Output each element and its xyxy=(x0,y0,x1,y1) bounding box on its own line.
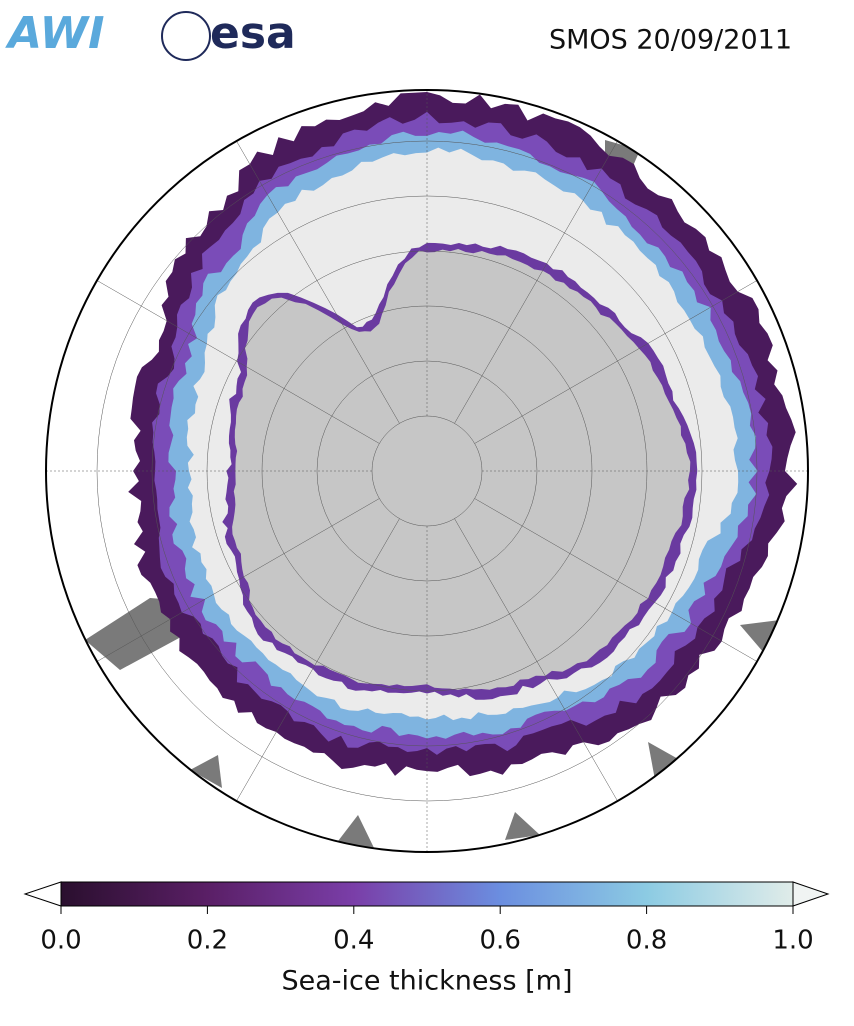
graticule xyxy=(316,360,538,582)
graticule xyxy=(474,270,774,444)
awi-logo: AWI xyxy=(5,8,105,59)
graticule xyxy=(454,518,628,818)
graticule xyxy=(80,498,380,672)
esa-logo: esa xyxy=(210,8,296,59)
colorbar-scale xyxy=(60,881,794,907)
colorbar-tick-label: 0.0 xyxy=(40,926,81,956)
map xyxy=(46,90,808,852)
graticule xyxy=(474,498,774,672)
graticule xyxy=(226,124,400,424)
colorbar-tick-label: 0.8 xyxy=(626,926,667,956)
map-frame xyxy=(45,89,809,853)
colorbar-tick-label: 1.0 xyxy=(772,926,813,956)
esa-logo-mark xyxy=(161,11,211,61)
graticule xyxy=(454,124,628,424)
graticule xyxy=(226,518,400,818)
colorbar-tick-label: 0.6 xyxy=(480,926,521,956)
colorbar-tick-label: 0.4 xyxy=(333,926,374,956)
graticule xyxy=(96,140,758,802)
colorbar-tick-label: 0.2 xyxy=(187,926,228,956)
colorbar-label: Sea-ice thickness [m] xyxy=(281,966,572,997)
title: SMOS 20/09/2011 xyxy=(549,25,792,56)
colorbar xyxy=(23,881,830,914)
graticule xyxy=(80,270,380,444)
antarctica xyxy=(232,249,691,690)
